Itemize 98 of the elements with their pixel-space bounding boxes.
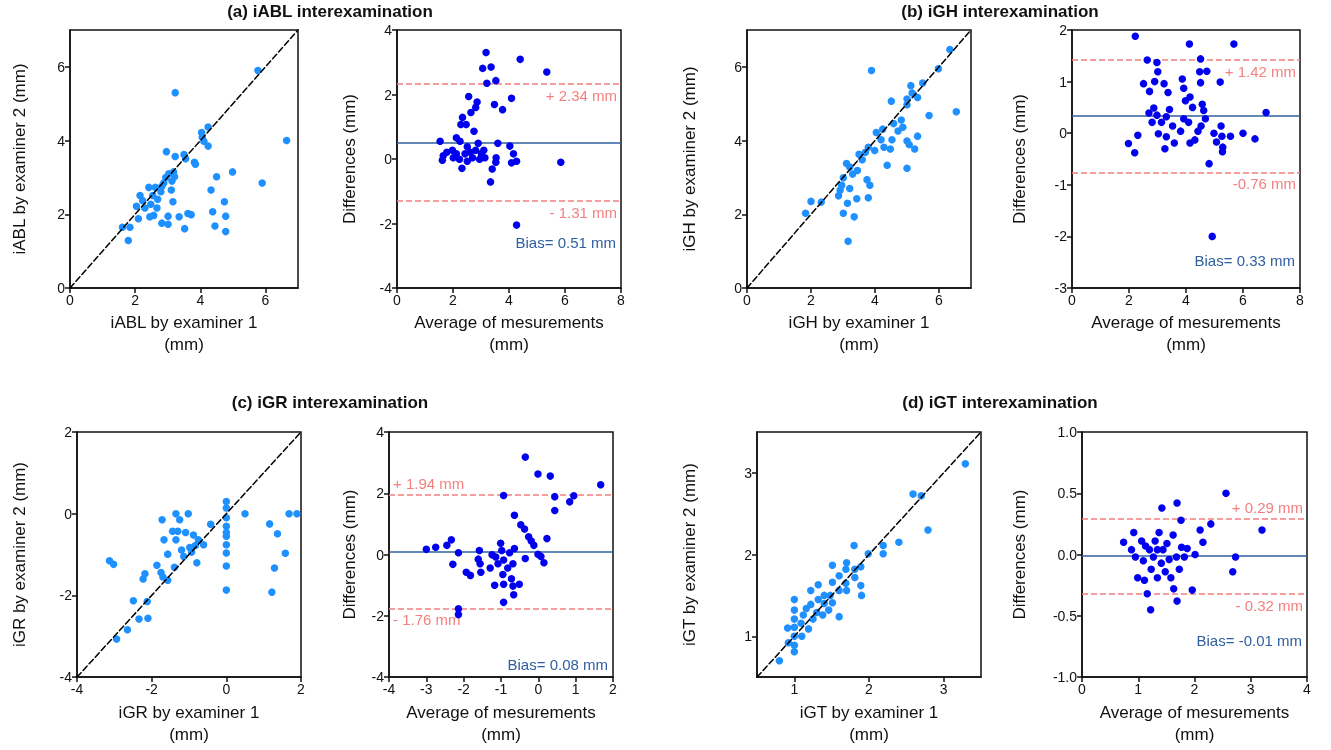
y-axis-title: iGR by examiner 2 (mm) bbox=[9, 461, 29, 648]
y-axis-title: Differences (mm) bbox=[339, 489, 359, 620]
y-tick-label: -4 bbox=[371, 669, 385, 686]
x-tick-label: 2 bbox=[131, 292, 140, 308]
x-tick-label: 8 bbox=[1296, 292, 1305, 308]
x-tick-label: -2 bbox=[145, 681, 159, 698]
x-tick-label: 4 bbox=[871, 292, 880, 308]
y-tick-label: -1.0 bbox=[1052, 669, 1078, 686]
y-tick-label: 2 bbox=[376, 485, 385, 502]
y-tick-label: 0 bbox=[734, 280, 743, 296]
y-tick-label: 2 bbox=[64, 424, 73, 440]
y-tick-label: -2 bbox=[59, 587, 73, 604]
ref-line-label: - 1.31 mm bbox=[549, 204, 617, 222]
y-tick-label: 0 bbox=[64, 505, 73, 522]
x-axis-title: Average of mesurements (mm) bbox=[1099, 702, 1290, 744]
x-tick-label: -2 bbox=[457, 681, 471, 698]
y-tick-label: 4 bbox=[57, 132, 66, 149]
ref-line-label: + 2.34 mm bbox=[545, 86, 617, 104]
x-axis-title: iGH by examiner 1 (mm) bbox=[788, 313, 930, 355]
y-tick-label: 4 bbox=[734, 132, 743, 149]
y-tick-label: 6 bbox=[57, 58, 66, 75]
x-tick-label: 4 bbox=[505, 292, 514, 308]
x-tick-label: 6 bbox=[561, 292, 570, 308]
x-tick-label: -3 bbox=[420, 681, 433, 698]
x-axis-title: Average of mesurements (mm) bbox=[414, 313, 604, 355]
x-tick-label: 2 bbox=[449, 292, 458, 308]
y-tick-label: 1 bbox=[1059, 73, 1068, 90]
y-tick-label: 0 bbox=[384, 151, 393, 167]
ref-line-label: + 0.29 mm bbox=[1231, 499, 1303, 517]
y-tick-label: -3 bbox=[1054, 280, 1068, 296]
x-tick-label: -1 bbox=[494, 681, 508, 698]
x-tick-label: 2 bbox=[807, 292, 816, 308]
y-tick-label: 2 bbox=[734, 206, 743, 223]
y-axis-title: iGT by examiner 2 (mm) bbox=[679, 463, 699, 647]
ref-line-label: - 0.32 mm bbox=[1235, 596, 1303, 614]
y-tick-label: -1 bbox=[1054, 176, 1068, 193]
x-tick-label: 4 bbox=[1182, 292, 1191, 308]
ref-line-label: - 1.76 mm bbox=[393, 611, 461, 629]
x-tick-label: 2 bbox=[1190, 681, 1199, 698]
x-tick-label: 6 bbox=[1239, 292, 1248, 308]
x-tick-label: 0 bbox=[534, 681, 543, 698]
y-tick-label: -2 bbox=[371, 607, 385, 624]
y-tick-label: 2 bbox=[744, 546, 753, 563]
x-tick-label: 3 bbox=[939, 681, 948, 698]
y-axis-title: iGH by examiner 2 (mm) bbox=[679, 66, 699, 252]
y-tick-label: 0.0 bbox=[1057, 546, 1078, 563]
chart-title: (c) iGR interexamination bbox=[230, 393, 430, 413]
x-tick-label: 1 bbox=[571, 681, 580, 698]
y-tick-label: 3 bbox=[744, 464, 753, 481]
y-tick-label: 0 bbox=[376, 546, 385, 563]
y-tick-label: -4 bbox=[59, 669, 73, 686]
y-axis-title: Differences (mm) bbox=[339, 93, 359, 225]
x-tick-label: 0 bbox=[222, 681, 231, 698]
x-tick-label: 8 bbox=[617, 292, 626, 308]
ref-line-label: + 1.94 mm bbox=[393, 475, 465, 493]
y-tick-label: -4 bbox=[379, 280, 393, 296]
ref-line-label: Bias= 0.08 mm bbox=[507, 655, 608, 673]
y-tick-label: 2 bbox=[57, 206, 66, 223]
x-tick-label: 6 bbox=[261, 292, 270, 308]
chart-title: (b) iGH interexamination bbox=[900, 2, 1100, 22]
x-axis-title: iGR by examiner 1 (mm) bbox=[118, 702, 260, 744]
y-tick-label: 2 bbox=[384, 86, 393, 103]
y-tick-label: -2 bbox=[1054, 228, 1068, 245]
y-axis-title: iABL by examiner 2 (mm) bbox=[9, 63, 29, 255]
ref-line-label: -0.76 mm bbox=[1232, 175, 1296, 193]
x-axis-title: iABL by examiner 1 (mm) bbox=[110, 313, 258, 355]
ref-line-label: Bias= 0.33 mm bbox=[1194, 252, 1295, 270]
x-axis-title: iGT by examiner 1 (mm) bbox=[799, 702, 939, 744]
y-tick-label: -2 bbox=[379, 215, 393, 232]
y-tick-label: 4 bbox=[384, 22, 393, 38]
x-axis-title: Average of mesurements (mm) bbox=[406, 702, 596, 744]
x-tick-label: 1 bbox=[790, 681, 799, 698]
y-tick-label: 2 bbox=[1059, 22, 1068, 38]
x-tick-label: 2 bbox=[865, 681, 874, 698]
x-tick-label: 2 bbox=[1125, 292, 1134, 308]
y-axis-title: Differences (mm) bbox=[1009, 93, 1029, 225]
y-tick-label: 6 bbox=[734, 58, 743, 75]
x-tick-label: 1 bbox=[1134, 681, 1143, 698]
ref-line-label: + 1.42 mm bbox=[1224, 62, 1296, 80]
y-tick-label: 1.0 bbox=[1057, 424, 1078, 440]
x-axis-title: Average of mesurements (mm) bbox=[1091, 313, 1281, 355]
ref-line-label: Bias= -0.01 mm bbox=[1196, 632, 1302, 650]
ref-line-label: Bias= 0.51 mm bbox=[515, 234, 616, 252]
x-tick-label: 6 bbox=[935, 292, 944, 308]
x-tick-label: 2 bbox=[297, 681, 306, 698]
y-tick-label: 0 bbox=[1059, 125, 1068, 142]
y-tick-label: 1 bbox=[744, 628, 753, 645]
y-tick-label: 0 bbox=[57, 280, 66, 296]
y-axis-title: Differences (mm) bbox=[1009, 489, 1029, 620]
x-tick-label: 4 bbox=[196, 292, 205, 308]
y-tick-label: 4 bbox=[376, 424, 385, 440]
x-tick-label: 4 bbox=[1303, 681, 1312, 698]
chart-title: (d) iGT interexamination bbox=[901, 393, 1099, 413]
x-tick-label: 2 bbox=[609, 681, 618, 698]
y-tick-label: 0.5 bbox=[1057, 485, 1078, 502]
x-tick-label: 3 bbox=[1246, 681, 1255, 698]
chart-title: (a) iABL interexamination bbox=[226, 2, 434, 22]
y-tick-label: -0.5 bbox=[1052, 607, 1078, 624]
